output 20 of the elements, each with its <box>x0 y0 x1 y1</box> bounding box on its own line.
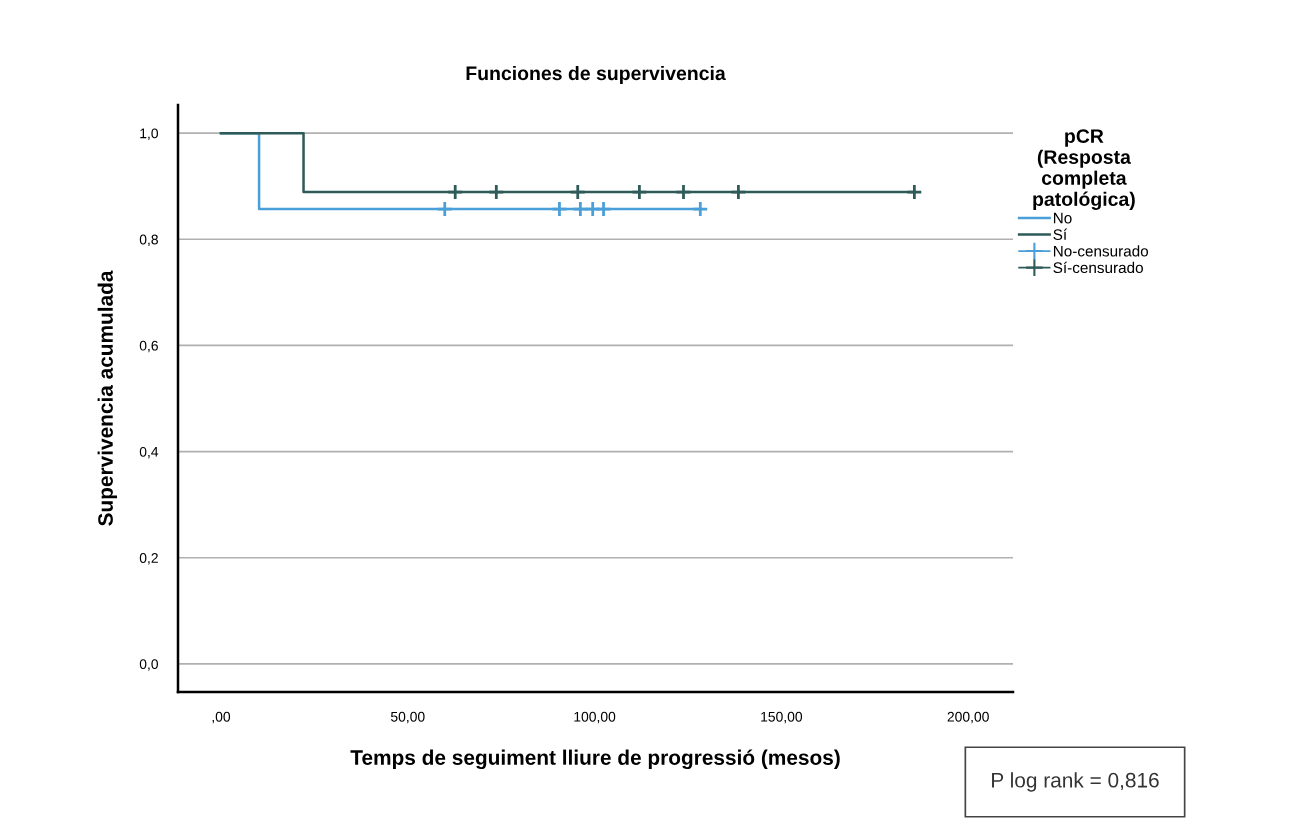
x-axis-title: Temps de seguiment lliure de progressió (mesos) <box>350 749 840 770</box>
legend-label: Sí <box>1053 228 1068 241</box>
y-tick-label: 0,0 <box>139 659 159 671</box>
x-tick-label: ,00 <box>212 711 231 724</box>
legend-title: pCR (Resposta completa patológica) <box>1033 129 1135 210</box>
y-tick-label: 0,4 <box>139 446 159 459</box>
chart-title: Funciones de supervivencia <box>466 65 726 85</box>
text: P log rank = 0,816 <box>992 772 1159 792</box>
x-tick-label: 50,00 <box>390 711 425 724</box>
legend-label: Sí-censurado <box>1053 261 1143 274</box>
y-tick-label: 0,6 <box>139 340 158 353</box>
y-axis-title: Supervivencia acumulada <box>97 270 118 526</box>
x-tick-label: 150,00 <box>761 711 803 724</box>
legend-label: No <box>1053 212 1072 224</box>
x-tick-label: 100,00 <box>574 711 616 724</box>
y-tick-label: 0,8 <box>139 234 158 247</box>
y-tick-label: 0,2 <box>139 553 158 565</box>
x-tick-label: 200,00 <box>947 711 989 724</box>
y-tick-label: 1,0 <box>140 128 159 140</box>
legend-label: No-censurado <box>1053 245 1149 257</box>
